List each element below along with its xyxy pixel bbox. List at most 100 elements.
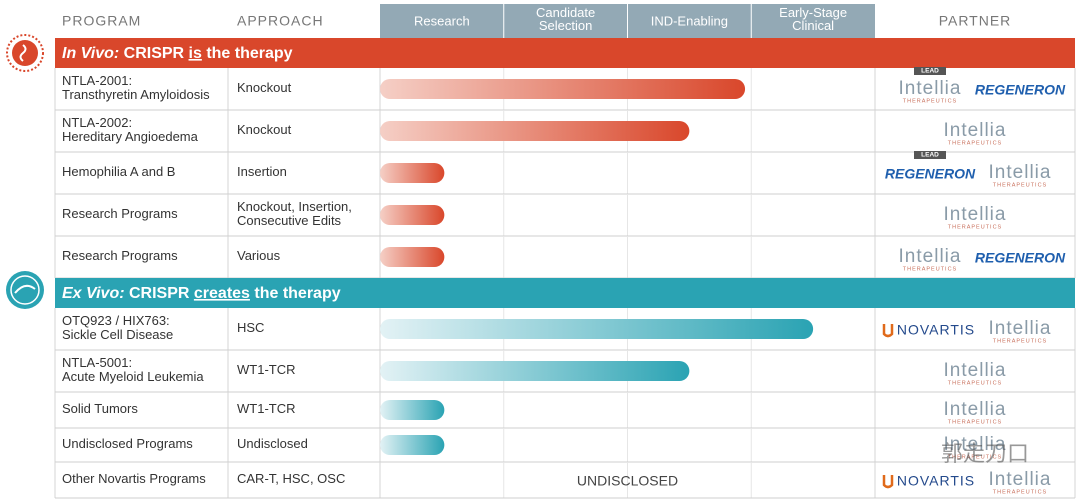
status: UNDISCLOSED [577,473,678,489]
section-heading-part: CRISPR [119,45,188,62]
approach-line: Insertion [237,164,287,179]
program-line: Hereditary Angioedema [62,129,199,144]
program-line: NTLA-2002: [62,115,132,130]
program-line: Undisclosed Programs [62,436,193,451]
stage-header-text: Candidate [536,5,595,20]
partner-logo: Intellia [944,360,1007,381]
program: Hemophilia A and B [62,164,175,179]
program-line: OTQ923 / HIX763: [62,313,170,328]
approach-line: CAR-T, HSC, OSC [237,471,345,486]
section-heading-part: is [189,45,202,62]
approach-line: Knockout [237,122,292,137]
section-heading: In Vivo: CRISPR is the therapy [62,45,293,62]
partner-logo-mark [882,475,894,489]
stage-header: Candidate Selection [536,5,595,33]
program: Other Novartis Programs [62,471,206,486]
program-line: Research Programs [62,206,178,221]
icon-in-vivo [6,34,44,72]
program: NTLA-2002: Hereditary Angioedema [62,115,199,144]
lead-tag: LEAD [921,152,939,159]
partner-logo: Intellia [944,204,1007,225]
partner-logo: REGENERON [975,82,1066,98]
partner-logo: REGENERON [975,250,1066,266]
program-line: Hemophilia A and B [62,164,175,179]
partner-logo: Intellia [944,434,1007,455]
partner-logo-sub: THERAPEUTICS [948,224,1002,230]
partner-logo: REGENERON [885,166,976,182]
program: Solid Tumors [62,401,138,416]
stage-header-text: Early-Stage [779,5,847,20]
approach: WT1-TCR [237,362,296,377]
partner-logo: Intellia [989,318,1052,339]
lead-tag-bg [914,151,946,159]
stage-header: IND-Enabling [651,13,728,28]
header-program: PROGRAM [62,13,141,29]
approach-line: Consecutive Edits [237,213,342,228]
header-partner: PARTNER [939,13,1012,29]
progress-bar [380,247,445,267]
program-line: NTLA-2001: [62,73,132,88]
approach-line: Various [237,248,281,263]
partner-logo: NOVARTIS [897,322,975,338]
partner-logo-sub: THERAPEUTICS [903,266,957,272]
section-band [55,278,1075,308]
icon-ex-vivo [6,271,44,309]
progress-bar [380,319,814,339]
approach: Knockout [237,80,292,95]
approach-line: WT1-TCR [237,362,296,377]
partner-logo-sub: THERAPEUTICS [948,380,1002,386]
approach: CAR-T, HSC, OSC [237,471,345,486]
stage-header: Research [414,13,470,28]
progress-bar [380,163,445,183]
stage-header-text: Clinical [792,18,834,33]
watermark: 郭走刀口 [941,441,1029,466]
lead-tag: LEAD [921,68,939,75]
partner-logo: Intellia [989,162,1052,183]
partner-logo-sub: THERAPEUTICS [948,454,1002,460]
section-heading-part: the therapy [202,45,293,62]
approach-line: Knockout, Insertion, [237,199,352,214]
partner-logo-sub: THERAPEUTICS [993,182,1047,188]
partner-logo-sub: THERAPEUTICS [948,140,1002,146]
program-line: Solid Tumors [62,401,138,416]
partner-logo-sub: THERAPEUTICS [948,419,1002,425]
program-line: Acute Myeloid Leukemia [62,369,204,384]
section-heading-part: Ex Vivo: [62,285,125,302]
partner-logo: Intellia [899,246,962,267]
approach: Undisclosed [237,436,308,451]
lead-tag-bg [914,67,946,75]
stage-header-text: Selection [539,18,592,33]
progress-bar [380,205,445,225]
program-line: Sickle Cell Disease [62,327,173,342]
section-heading-part: the therapy [250,285,341,302]
stage-header: Early-Stage Clinical [779,5,847,33]
program-line: Transthyretin Amyloidosis [62,87,210,102]
section-heading-part: CRISPR [125,285,194,302]
partner-logo: Intellia [944,120,1007,141]
program: Undisclosed Programs [62,436,193,451]
approach: Knockout [237,122,292,137]
program: NTLA-2001: Transthyretin Amyloidosis [62,73,210,102]
approach: Various [237,248,281,263]
approach-line: HSC [237,320,264,335]
partner-logo: Intellia [899,78,962,99]
section-heading-part: In Vivo: [62,45,119,62]
progress-bar [380,361,690,381]
program: Research Programs [62,206,178,221]
program: Research Programs [62,248,178,263]
approach-line: Knockout [237,80,292,95]
approach: Knockout, Insertion, Consecutive Edits [237,199,352,228]
partner-logo-sub: THERAPEUTICS [903,98,957,104]
approach-line: WT1-TCR [237,401,296,416]
approach: Insertion [237,164,287,179]
approach: WT1-TCR [237,401,296,416]
section-heading-part: creates [194,285,250,302]
partner-logo-mark [882,324,894,338]
progress-bar [380,435,445,455]
progress-bar [380,400,445,420]
program: NTLA-5001: Acute Myeloid Leukemia [62,355,204,384]
section-band [55,38,1075,68]
program: OTQ923 / HIX763: Sickle Cell Disease [62,313,173,342]
approach: HSC [237,320,264,335]
